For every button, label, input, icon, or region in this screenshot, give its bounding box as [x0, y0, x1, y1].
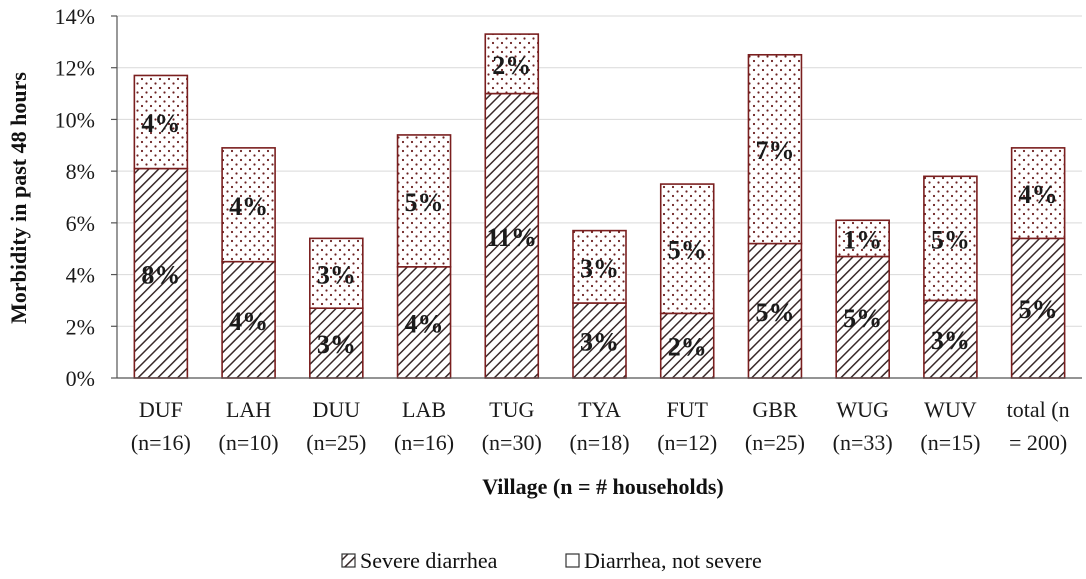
x-tick-label-households: (n=16) — [131, 430, 191, 455]
x-axis-title: Village (n = # households) — [482, 474, 724, 499]
bar-severe-diarrhea — [835, 255, 890, 379]
bar-severe-diarrhea — [309, 307, 364, 379]
x-tick-label-village: WUG — [836, 397, 889, 422]
bar-diarrhea-not-severe — [1010, 147, 1066, 240]
y-tick-label: 0% — [66, 366, 95, 391]
x-tick-label-households: (n=25) — [745, 430, 805, 455]
bar-diarrhea-not-severe — [133, 74, 189, 170]
y-axis-title: Morbidity in past 48 hours — [6, 72, 31, 324]
y-tick-label: 8% — [66, 159, 95, 184]
x-tick-label-households: (n=33) — [833, 430, 893, 455]
y-tick-label: 12% — [55, 56, 95, 81]
bar-diarrhea-not-severe — [484, 33, 540, 95]
bar-diarrhea-not-severe — [221, 147, 276, 263]
axes — [111, 15, 1082, 379]
bar-severe-diarrhea — [572, 302, 627, 379]
data-label-not-severe: 3% — [317, 260, 356, 289]
y-tick-label: 2% — [66, 314, 95, 339]
data-label-not-severe: 4% — [1019, 180, 1058, 209]
data-label-severe: 5% — [755, 298, 794, 327]
bar-diarrhea-not-severe — [309, 237, 364, 309]
bars — [133, 33, 1066, 379]
bar-severe-diarrhea — [396, 266, 452, 379]
x-tick-label-village: LAH — [226, 397, 271, 422]
bar-diarrhea-not-severe — [396, 134, 452, 268]
legend-swatch-not-severe — [565, 553, 580, 568]
x-tick-label-households: (n=30) — [482, 430, 542, 455]
legend-label-not-severe: Diarrhea, not severe — [584, 548, 762, 573]
x-tick-label-households: = 200) — [1009, 430, 1067, 455]
x-tick-label-village: LAB — [402, 397, 446, 422]
data-label-severe: 8% — [141, 260, 180, 289]
bar-diarrhea-not-severe — [659, 183, 715, 315]
data-label-not-severe: 5% — [405, 188, 444, 217]
x-tick-label-households: (n=25) — [306, 430, 366, 455]
x-tick-label-village: GBR — [752, 397, 798, 422]
data-label-not-severe: 3% — [580, 254, 619, 283]
data-labels: 8% 4% 4% 4% 3% 3% 4% 5% 11% 2% 3% 3% 2% 5% 5% 7% 5% 1% 3% 5… — [141, 51, 1057, 362]
bar-severe-diarrhea — [1010, 237, 1066, 379]
bar-diarrhea-not-severe — [572, 229, 627, 304]
data-label-not-severe: 7% — [755, 136, 794, 165]
x-tick-label-village: WUV — [924, 397, 977, 422]
data-label-not-severe: 4% — [141, 109, 180, 138]
data-label-not-severe: 2% — [492, 51, 531, 80]
x-tick-labels: DUF (n=16) LAH (n=10) DUU (n=25) LAB (n=16) TUG (… — [131, 397, 1070, 455]
bar-diarrhea-not-severe — [835, 219, 890, 258]
data-label-not-severe: 5% — [931, 225, 970, 254]
y-tick-label: 10% — [55, 107, 95, 132]
bar-severe-diarrhea — [659, 312, 715, 379]
data-label-severe: 4% — [229, 307, 268, 336]
x-tick-label-village: TUG — [489, 397, 534, 422]
data-label-severe: 5% — [1019, 295, 1058, 324]
legend: Severe diarrhea Diarrhea, not severe — [341, 548, 762, 573]
data-label-severe: 4% — [405, 309, 444, 338]
bar-diarrhea-not-severe — [747, 53, 803, 245]
x-tick-label-households: (n=18) — [569, 430, 629, 455]
bar-severe-diarrhea — [747, 242, 803, 379]
x-tick-label-village: total (n — [1007, 397, 1070, 422]
y-tick-label: 6% — [66, 211, 95, 236]
x-tick-label-village: TYA — [578, 397, 621, 422]
legend-label-severe: Severe diarrhea — [360, 548, 498, 573]
data-label-severe: 3% — [931, 326, 970, 355]
gridlines — [117, 15, 1082, 327]
legend-swatch-severe — [341, 553, 356, 568]
y-tick-label: 14% — [55, 4, 95, 29]
y-tick-label: 4% — [66, 263, 95, 288]
y-tick-labels: 0% 2% 4% 6% 8% 10% 12% 14% — [55, 4, 95, 391]
x-tick-label-village: FUT — [666, 397, 708, 422]
bar-diarrhea-not-severe — [923, 175, 978, 302]
data-label-severe: 3% — [580, 328, 619, 357]
data-label-severe: 2% — [668, 333, 707, 362]
x-tick-label-households: (n=16) — [394, 430, 454, 455]
data-label-not-severe: 4% — [229, 192, 268, 221]
x-tick-label-village: DUF — [139, 397, 183, 422]
data-label-severe: 11% — [486, 223, 537, 252]
data-label-severe: 5% — [843, 304, 882, 333]
bar-severe-diarrhea — [221, 260, 276, 379]
x-tick-label-households: (n=10) — [219, 430, 279, 455]
x-tick-label-households: (n=12) — [657, 430, 717, 455]
data-label-severe: 3% — [317, 330, 356, 359]
data-label-not-severe: 5% — [668, 236, 707, 265]
data-label-not-severe: 1% — [843, 225, 882, 254]
x-tick-label-households: (n=15) — [920, 430, 980, 455]
x-tick-label-village: DUU — [312, 397, 360, 422]
